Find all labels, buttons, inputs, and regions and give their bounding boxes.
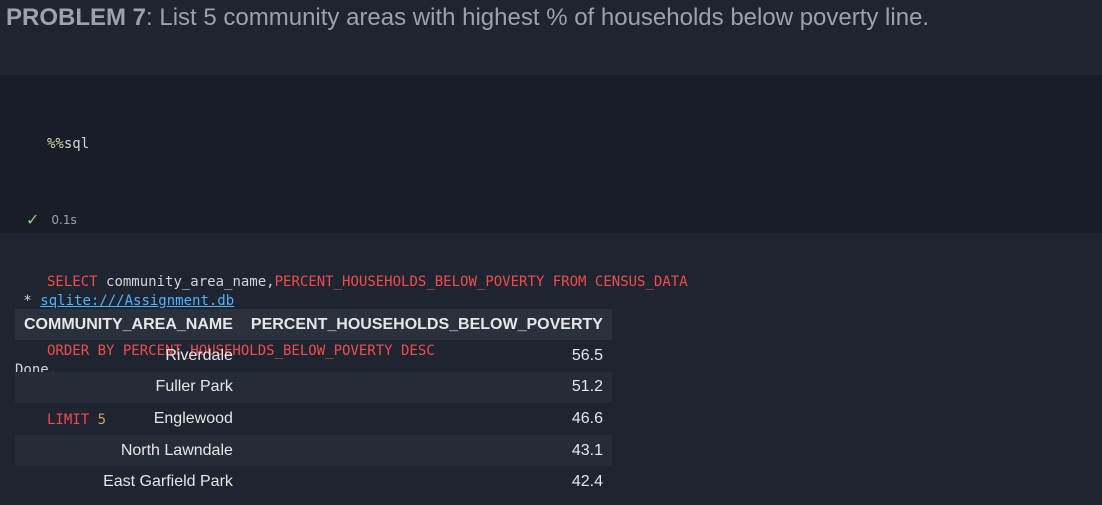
magic-percent: %% xyxy=(47,136,64,152)
header-percent-households-below-poverty: PERCENT_HOUSEHOLDS_BELOW_POVERTY xyxy=(241,309,612,340)
problem-label: PROBLEM 7 xyxy=(6,4,147,31)
check-icon: ✓ xyxy=(26,210,40,229)
table-row: Fuller Park 51.2 xyxy=(15,371,612,404)
cell-percent: 46.6 xyxy=(571,409,603,427)
code-line-select: SELECT community_area_name,PERCENT_HOUSE… xyxy=(47,271,688,294)
cell-community-area: Englewood xyxy=(153,409,233,427)
kw-select: SELECT xyxy=(47,274,107,290)
magic-word: sql xyxy=(63,136,90,152)
cell-percent: 42.4 xyxy=(571,473,603,491)
connection-prefix: * xyxy=(15,293,41,309)
cell-community-area: East Garfield Park xyxy=(103,473,233,491)
problem-heading: PROBLEM 7: List 5 community areas with h… xyxy=(6,4,929,32)
table-row: Englewood 46.6 xyxy=(15,403,612,435)
comma: , xyxy=(266,274,275,290)
column-percent: PERCENT_HOUSEHOLDS_BELOW_POVERTY xyxy=(274,274,545,290)
table-row: Riverdale 56.5 xyxy=(15,340,612,372)
cell-community-area: Riverdale xyxy=(165,346,233,364)
code-line-order: ORDER BY PERCENT_HOUSEHOLDS_BELOW_POVERT… xyxy=(47,343,435,359)
header-community-area-name: COMMUNITY_AREA_NAME xyxy=(15,309,242,340)
table-name: CENSUS_DATA xyxy=(594,274,688,290)
execution-time: 0.1s xyxy=(51,212,77,227)
problem-text: : List 5 community areas with highest % … xyxy=(146,4,930,31)
code-editor[interactable]: %%sql SELECT community_area_name,PERCENT… xyxy=(47,87,688,478)
kw-from: FROM xyxy=(544,274,595,290)
cell-community-area: North Lawndale xyxy=(15,434,242,467)
table-header-row: COMMUNITY_AREA_NAME PERCENT_HOUSEHOLDS_B… xyxy=(15,309,612,340)
cell-percent: 51.2 xyxy=(241,371,612,404)
connection-link[interactable]: sqlite:///Assignment.db xyxy=(40,293,235,309)
code-cell[interactable]: %%sql SELECT community_area_name,PERCENT… xyxy=(0,75,1102,428)
limit-number: 5 xyxy=(97,412,107,428)
code-line-limit: LIMIT 5 xyxy=(47,409,688,432)
result-table: COMMUNITY_AREA_NAME PERCENT_HOUSEHOLDS_B… xyxy=(15,309,612,498)
table-row: East Garfield Park 42.4 xyxy=(15,466,612,498)
cell-community-area: Fuller Park xyxy=(15,371,242,404)
connection-line: * sqlite:///Assignment.db xyxy=(15,290,234,313)
code-line-magic: %%sql xyxy=(47,133,688,156)
table-row: North Lawndale 43.1 xyxy=(15,434,612,467)
column-name: community_area_name xyxy=(106,274,267,290)
code-line-blank xyxy=(47,202,688,225)
cell-percent: 56.5 xyxy=(571,346,603,364)
kw-limit: LIMIT xyxy=(47,412,98,428)
execution-status: ✓ 0.1s xyxy=(26,210,77,229)
cell-percent: 43.1 xyxy=(241,434,612,467)
